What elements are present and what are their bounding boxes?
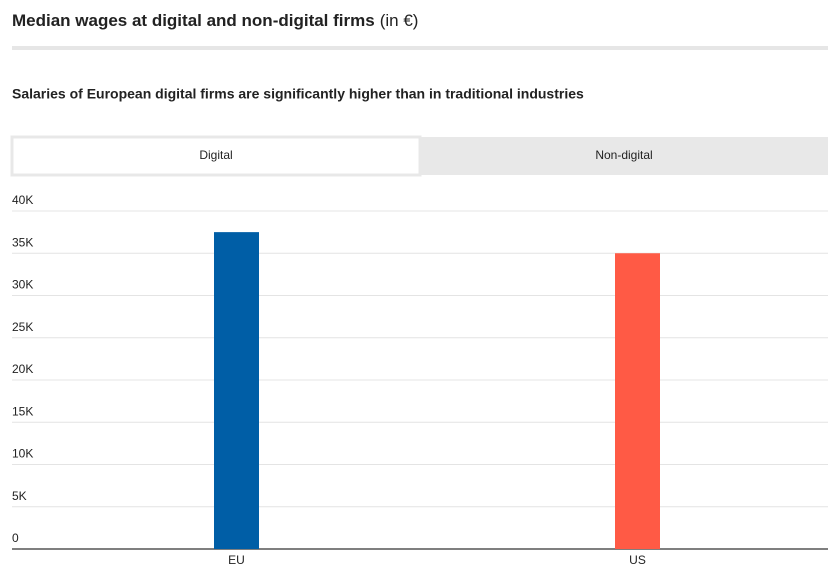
y-tick-label: 20K xyxy=(12,362,33,376)
y-tick-label: 0 xyxy=(12,531,19,545)
title-separator xyxy=(12,46,828,50)
y-tick-label: 30K xyxy=(12,278,33,292)
y-tick-label: 5K xyxy=(12,489,27,503)
y-tick-label: 40K xyxy=(12,193,33,207)
tab[interactable] xyxy=(420,137,828,175)
y-tick-label: 35K xyxy=(12,235,33,249)
y-tick-label: 15K xyxy=(12,404,33,418)
x-tick-label: EU xyxy=(228,553,245,567)
y-tick-label: 10K xyxy=(12,447,33,461)
x-tick-label: US xyxy=(629,553,646,567)
bar xyxy=(214,232,259,549)
y-tick-label: 25K xyxy=(12,320,33,334)
title-text: Median wages at digital and non-digital … xyxy=(12,11,375,30)
tab-label[interactable]: Non-digital xyxy=(595,148,652,162)
title-unit: (in €) xyxy=(380,11,419,30)
tab-label[interactable]: Digital xyxy=(199,148,232,162)
bar xyxy=(615,253,660,549)
chart-title: Median wages at digital and non-digital … xyxy=(12,11,418,30)
subtitle: Salaries of European digital firms are s… xyxy=(12,86,584,102)
tab[interactable] xyxy=(10,135,422,177)
